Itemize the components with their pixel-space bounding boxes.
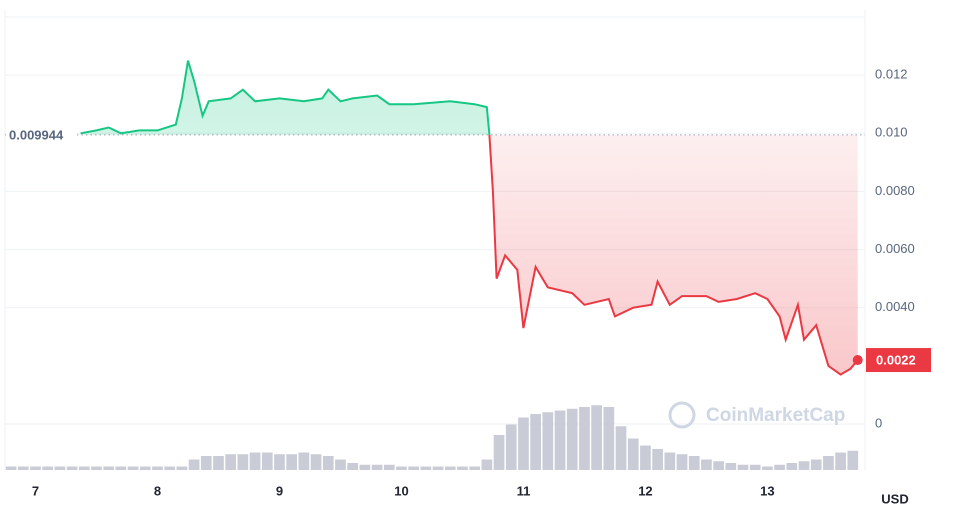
x-tick-label: 8 (154, 483, 161, 498)
volume-bar (640, 445, 651, 470)
volume-bar (652, 449, 663, 470)
volume-bar (127, 466, 139, 470)
volume-bar (798, 461, 810, 470)
price-line-up (80, 60, 491, 135)
volume-bar (30, 466, 41, 470)
volume-bar (249, 452, 261, 470)
volume-bar (579, 407, 590, 470)
y-tick-label: 0.0060 (875, 241, 915, 256)
volume-bar (591, 405, 602, 470)
volume-bar (188, 459, 200, 470)
volume-bar (847, 450, 859, 470)
area-up (80, 60, 490, 135)
volume-bar (152, 466, 163, 470)
volume-bar (261, 452, 273, 470)
volume-bar (139, 466, 151, 470)
volume-bar (164, 466, 176, 470)
price-line-down (488, 134, 859, 376)
volume-bar (42, 466, 54, 470)
volume-bar (298, 452, 310, 470)
volume-bar (371, 464, 383, 470)
x-tick-label: 10 (394, 483, 408, 498)
volume-bar (493, 435, 505, 470)
x-tick-label: 13 (760, 483, 774, 498)
y-tick-label: 0.0040 (875, 299, 915, 314)
volume-bar (749, 464, 761, 470)
volume-bar (469, 466, 480, 470)
volume-bar (774, 464, 785, 470)
volume-bar (335, 459, 346, 470)
volume-bar (237, 454, 249, 470)
volume-bar (627, 438, 639, 470)
volume-bar (91, 466, 102, 470)
volume-bar (823, 456, 834, 470)
currency-label: USD (881, 491, 908, 506)
volume-bar (286, 454, 298, 470)
volume-bar (554, 410, 566, 470)
volume-bar (66, 466, 78, 470)
y-tick-label: 0.012 (875, 67, 908, 82)
volume-bar (530, 414, 541, 470)
x-tick-label: 11 (517, 483, 531, 498)
volume-bar (274, 454, 285, 470)
last-point (852, 355, 863, 366)
volume-bar (408, 466, 420, 470)
volume-bar (420, 466, 432, 470)
volume-bar (200, 456, 212, 470)
x-tick-label: 7 (32, 483, 39, 498)
volume-bar (310, 454, 322, 470)
current-price-bg (866, 348, 931, 373)
volume-bar (322, 456, 334, 470)
volume-bar (432, 466, 444, 470)
volume-bar (103, 466, 115, 470)
x-tick-label: 9 (276, 483, 283, 498)
volume-bar (725, 463, 737, 470)
watermark: CoinMarketCap (668, 401, 845, 429)
volume-bar (176, 466, 188, 470)
volume-bar (457, 466, 468, 470)
x-tick-label: 12 (638, 483, 652, 498)
volume-bar (17, 466, 29, 470)
volume-bar (615, 426, 627, 470)
volume-bar (213, 456, 224, 470)
volume-bar (359, 464, 371, 470)
volume-bar (737, 464, 749, 470)
volume-bar (505, 424, 517, 470)
volume-bar (444, 466, 456, 470)
volume-bar (835, 452, 846, 470)
volume-bar (713, 461, 724, 470)
volume-bar (115, 466, 127, 470)
volume-bar (542, 412, 554, 470)
volume-bar (688, 456, 700, 470)
current-price-label: 0.0022 (876, 352, 916, 367)
volume-bar (664, 452, 676, 470)
baseline-label-bg (6, 124, 76, 145)
volume-bar (347, 463, 359, 470)
volume-bar (481, 459, 493, 470)
volume-bar (566, 408, 578, 470)
volume-bar (762, 466, 773, 470)
volume-bar (603, 407, 615, 470)
baseline-label: 0.009944 (9, 127, 64, 142)
y-tick-label: 0.010 (875, 125, 908, 140)
volume-bar (225, 454, 237, 470)
watermark-text: CoinMarketCap (706, 405, 845, 426)
area-down (80, 134, 858, 375)
volume-bar (810, 459, 822, 470)
volume-bar (54, 466, 66, 470)
volume-bar (396, 466, 407, 470)
y-tick-label: 0 (875, 415, 882, 430)
volume-bar (701, 459, 712, 470)
volume-bar (383, 464, 395, 470)
volume-bar (78, 466, 90, 470)
volume-bar (676, 454, 688, 470)
volume-bar (786, 463, 798, 470)
y-tick-label: 0.0080 (875, 183, 915, 198)
volume-bar (518, 417, 529, 470)
volume-bar (5, 466, 17, 470)
